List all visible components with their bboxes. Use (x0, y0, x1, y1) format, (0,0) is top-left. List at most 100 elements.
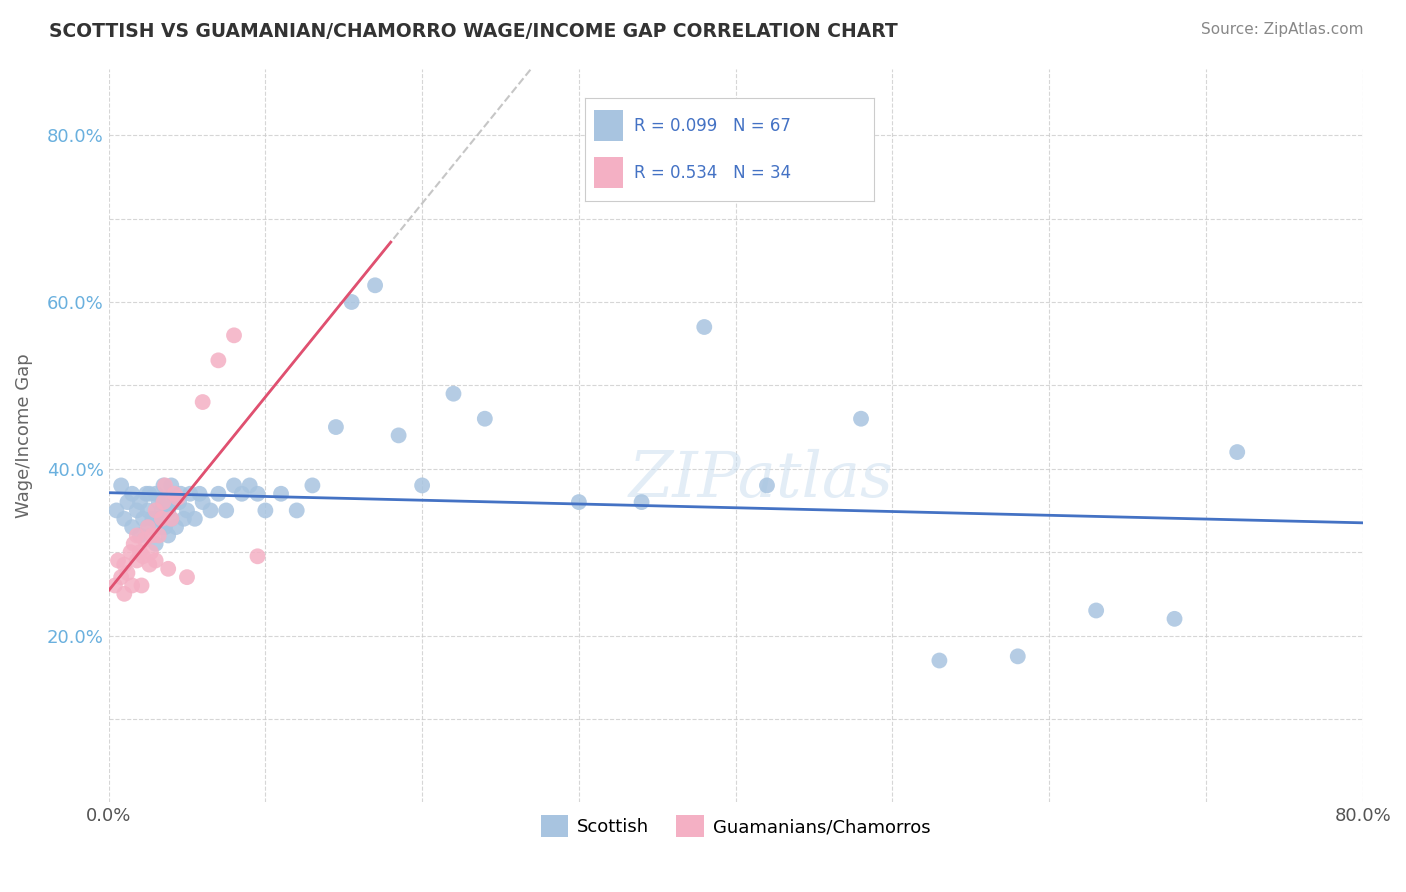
Point (139, 545, 162, 559)
Point (301, 478, 323, 492)
Point (156, 503, 179, 517)
Point (1085, 603, 1108, 617)
Point (160, 512, 183, 526)
Point (1163, 612, 1185, 626)
Text: SCOTTISH VS GUAMANIAN/CHAMORRO WAGE/INCOME GAP CORRELATION CHART: SCOTTISH VS GUAMANIAN/CHAMORRO WAGE/INCO… (49, 22, 898, 41)
Point (136, 503, 159, 517)
Point (122, 537, 145, 551)
Point (176, 570, 198, 584)
Point (179, 487, 201, 501)
Point (148, 528, 170, 542)
Point (129, 495, 152, 509)
Point (134, 533, 156, 547)
Point (173, 512, 195, 526)
Point (136, 520, 159, 534)
Point (231, 487, 253, 501)
Point (246, 549, 269, 564)
Point (215, 503, 238, 517)
Point (928, 653, 950, 667)
Point (200, 503, 222, 517)
Point (1007, 649, 1029, 664)
Point (125, 553, 148, 567)
Point (136, 520, 159, 534)
Text: ZIPatlas: ZIPatlas (628, 449, 893, 510)
Point (125, 528, 148, 542)
Point (157, 503, 180, 517)
Point (141, 512, 163, 526)
Point (568, 495, 591, 509)
Point (132, 512, 155, 526)
Point (285, 503, 308, 517)
Y-axis label: Wage/Income Gap: Wage/Income Gap (15, 353, 32, 517)
Point (325, 420, 347, 434)
Point (254, 503, 277, 517)
Point (121, 578, 143, 592)
Point (474, 411, 496, 425)
Point (149, 520, 172, 534)
Point (191, 495, 214, 509)
Point (112, 558, 135, 572)
Point (105, 503, 128, 517)
Point (135, 487, 157, 501)
Point (120, 545, 142, 559)
Point (145, 503, 167, 517)
Point (849, 411, 872, 425)
Point (160, 478, 183, 492)
Point (125, 503, 148, 517)
Point (693, 320, 716, 334)
Point (152, 495, 174, 509)
Point (152, 495, 174, 509)
Point (153, 478, 176, 492)
Point (239, 478, 262, 492)
Point (1226, 445, 1249, 459)
Point (166, 491, 188, 505)
Point (150, 503, 173, 517)
Point (131, 578, 153, 592)
Point (411, 478, 433, 492)
Point (112, 587, 135, 601)
Point (107, 553, 129, 567)
Point (145, 487, 167, 501)
Point (110, 478, 132, 492)
Point (141, 528, 163, 542)
Point (188, 487, 211, 501)
Point (163, 487, 186, 501)
Point (340, 295, 363, 310)
Point (138, 487, 160, 501)
Point (163, 495, 186, 509)
Point (148, 495, 170, 509)
Point (117, 495, 139, 509)
Point (121, 487, 143, 501)
Point (364, 278, 387, 293)
Point (222, 478, 245, 492)
Point (121, 520, 143, 534)
Point (388, 428, 411, 442)
Point (191, 395, 214, 409)
Point (112, 512, 135, 526)
Point (207, 487, 229, 501)
Point (145, 537, 167, 551)
Point (246, 487, 269, 501)
Point (222, 328, 245, 343)
Point (145, 553, 167, 567)
Point (207, 353, 229, 368)
Point (270, 487, 292, 501)
Point (153, 520, 176, 534)
Point (160, 512, 183, 526)
Point (150, 512, 173, 526)
Point (138, 558, 160, 572)
Point (129, 545, 152, 559)
Point (132, 549, 155, 564)
Point (176, 503, 198, 517)
Point (157, 562, 180, 576)
Point (170, 487, 193, 501)
Point (104, 578, 127, 592)
Point (443, 386, 465, 401)
Point (630, 495, 652, 509)
Point (157, 528, 180, 542)
Point (129, 528, 152, 542)
Point (152, 478, 174, 492)
Point (117, 566, 139, 580)
Point (184, 512, 207, 526)
Point (110, 570, 132, 584)
